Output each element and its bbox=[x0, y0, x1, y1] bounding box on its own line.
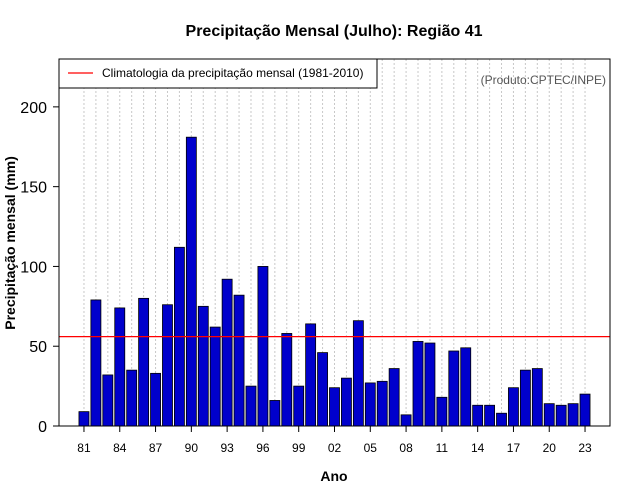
x-tick-label: 84 bbox=[113, 441, 127, 455]
legend: Climatologia da precipitação mensal (198… bbox=[58, 58, 378, 89]
bar bbox=[567, 403, 579, 427]
bar bbox=[531, 368, 543, 427]
bar bbox=[197, 305, 209, 427]
bar bbox=[424, 342, 436, 427]
y-tick-label: 50 bbox=[29, 339, 47, 356]
bar bbox=[364, 382, 376, 427]
bar bbox=[114, 307, 126, 427]
x-tick-label: 87 bbox=[149, 441, 163, 455]
x-tick-label: 81 bbox=[77, 441, 91, 455]
bar bbox=[209, 326, 221, 427]
bar bbox=[233, 294, 245, 427]
bar bbox=[150, 372, 161, 427]
x-axis-label: Ano bbox=[320, 468, 347, 484]
bar bbox=[78, 411, 90, 427]
legend-climatology-label: Climatologia da precipitação mensal (198… bbox=[102, 66, 363, 80]
bar bbox=[329, 387, 340, 427]
x-tick-label: 08 bbox=[399, 441, 413, 455]
x-axis: 81 84 87 90 93 96 99 02 05 08 11 14 17 20 23 bbox=[77, 426, 592, 455]
bar bbox=[138, 297, 150, 427]
bar bbox=[245, 385, 257, 427]
x-tick-label: 23 bbox=[578, 441, 592, 455]
y-tick-label: 0 bbox=[38, 419, 47, 436]
y-axis: 0 50 100 150 200 bbox=[20, 100, 59, 436]
bar bbox=[341, 377, 352, 427]
bar bbox=[472, 404, 484, 427]
y-tick-label: 200 bbox=[20, 100, 47, 117]
bar bbox=[376, 380, 388, 427]
bar bbox=[305, 323, 317, 427]
x-tick-label: 99 bbox=[292, 441, 306, 455]
bar bbox=[436, 396, 448, 427]
bar bbox=[519, 369, 531, 427]
bar bbox=[257, 266, 269, 427]
x-tick-label: 11 bbox=[436, 441, 449, 455]
grid bbox=[83, 59, 586, 426]
x-tick-label: 14 bbox=[471, 441, 485, 455]
bar bbox=[484, 404, 495, 427]
credit-text: (Produto:CPTEC/INPE) bbox=[481, 73, 606, 87]
x-tick-label: 20 bbox=[543, 441, 557, 455]
bar bbox=[162, 304, 173, 427]
x-tick-label: 05 bbox=[364, 441, 378, 455]
x-tick-label: 02 bbox=[328, 441, 342, 455]
bar bbox=[448, 350, 460, 427]
bar bbox=[412, 341, 424, 427]
bar bbox=[102, 374, 114, 427]
bar bbox=[543, 403, 555, 427]
bar bbox=[293, 385, 305, 427]
bar bbox=[185, 136, 197, 427]
bar bbox=[90, 299, 102, 427]
x-tick-label: 93 bbox=[220, 441, 234, 455]
bar bbox=[221, 278, 233, 427]
bar bbox=[555, 404, 567, 427]
legend-box bbox=[58, 58, 378, 89]
bar bbox=[508, 387, 519, 427]
bar bbox=[126, 369, 138, 427]
bar bbox=[281, 333, 293, 427]
chart-title: Precipitação Mensal (Julho): Região 41 bbox=[186, 23, 483, 40]
x-tick-label: 17 bbox=[507, 441, 521, 455]
bar bbox=[579, 393, 591, 427]
bar bbox=[388, 368, 400, 427]
bar bbox=[269, 400, 281, 427]
y-axis-label: Precipitação mensal (mm) bbox=[2, 156, 18, 330]
bar bbox=[496, 412, 507, 427]
bar bbox=[460, 347, 472, 427]
y-tick-label: 100 bbox=[20, 259, 47, 276]
x-tick-label: 90 bbox=[185, 441, 199, 455]
x-tick-label: 96 bbox=[256, 441, 270, 455]
y-tick-label: 150 bbox=[20, 180, 47, 197]
bar bbox=[317, 352, 328, 427]
bar bbox=[400, 414, 412, 427]
